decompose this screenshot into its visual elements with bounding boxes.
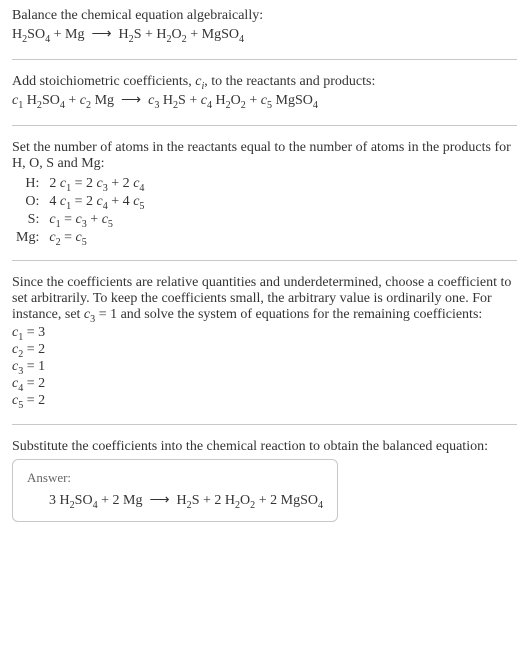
stoich-text: Add stoichiometric coefficients, ci, to …: [12, 74, 517, 90]
answer-label: Answer:: [27, 470, 323, 486]
intro-title: Balance the chemical equation algebraica…: [12, 8, 517, 24]
coefficient-value: c3 = 1: [12, 359, 517, 375]
atoms-section: Set the number of atoms in the reactants…: [12, 140, 517, 261]
atom-row-equation: 2 c1 = 2 c3 + 2 c4: [49, 176, 144, 192]
stoich-section: Add stoichiometric coefficients, ci, to …: [12, 74, 517, 126]
atoms-text: Set the number of atoms in the reactants…: [12, 140, 517, 172]
atom-row-label: Mg:: [16, 230, 39, 246]
stoich-equation: c1 H2SO4 + c2 Mg ⟶ c3 H2S + c4 H2O2 + c5…: [12, 92, 517, 109]
solve-text: Since the coefficients are relative quan…: [12, 275, 517, 323]
atom-row-equation: 4 c1 = 2 c4 + 4 c5: [49, 194, 144, 210]
coefficient-list: c1 = 3 c2 = 2 c3 = 1 c4 = 2 c5 = 2: [12, 325, 517, 409]
intro-equation: H2SO4 + Mg ⟶ H2S + H2O2 + MgSO4: [12, 26, 517, 43]
atoms-matrix: H: 2 c1 = 2 c3 + 2 c4 O: 4 c1 = 2 c4 + 4…: [16, 176, 144, 246]
coefficient-value: c2 = 2: [12, 342, 517, 358]
atom-row-label: S:: [16, 212, 39, 228]
answer-box: Answer: 3 H2SO4 + 2 Mg ⟶ H2S + 2 H2O2 + …: [12, 459, 338, 522]
coefficient-value: c4 = 2: [12, 376, 517, 392]
solve-section: Since the coefficients are relative quan…: [12, 275, 517, 425]
result-text: Substitute the coefficients into the che…: [12, 439, 517, 455]
atom-row-label: H:: [16, 176, 39, 192]
coefficient-value: c1 = 3: [12, 325, 517, 341]
result-section: Substitute the coefficients into the che…: [12, 439, 517, 522]
atom-row-equation: c2 = c5: [49, 230, 144, 246]
coefficient-value: c5 = 2: [12, 393, 517, 409]
atom-row-equation: c1 = c3 + c5: [49, 212, 144, 228]
atom-row-label: O:: [16, 194, 39, 210]
intro-section: Balance the chemical equation algebraica…: [12, 8, 517, 60]
answer-equation: 3 H2SO4 + 2 Mg ⟶ H2S + 2 H2O2 + 2 MgSO4: [27, 492, 323, 509]
